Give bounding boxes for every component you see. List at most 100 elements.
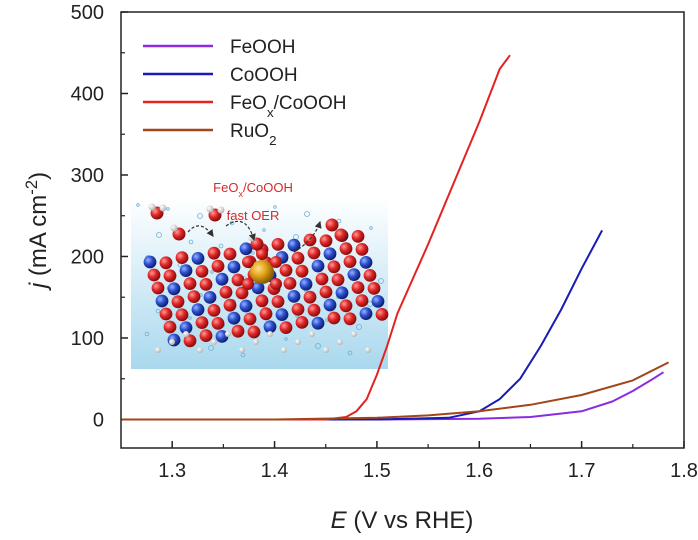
surface-atom [287,290,301,303]
molecule-hydrogen [148,203,156,211]
iron-site-atom [250,260,274,284]
x-tick-label: 1.7 [568,460,596,482]
surface-atom [343,255,357,268]
legend-label: CoOOH [230,65,298,86]
surface-atom [239,299,253,313]
molecule-oxygen [334,228,348,242]
surface-atom [351,281,365,294]
surface-atom [283,277,297,290]
surface-atom [287,238,301,252]
surface-atom [251,281,265,295]
x-axis-title: E (V vs RHE) [331,507,474,534]
surface-atom [175,251,189,264]
molecule-hydrogen [248,234,256,242]
text-part: FeO [213,180,238,195]
series-line-1 [121,229,603,421]
surface-atom [159,307,173,321]
surface-atom [191,252,205,265]
surface-atom [279,264,293,277]
plot-area-frame [120,11,685,449]
y-axis-unit-exponent: -2 [22,180,41,195]
x-tick-label: 1.5 [363,460,391,482]
surface-atom [319,234,333,248]
inset-arrow-middle [225,220,256,242]
surface-atom [255,294,269,308]
text-part: FeOOH [230,37,295,58]
surface-atom [247,325,261,339]
water-bubble [155,308,161,314]
surface-atom [375,308,389,321]
surface-atom [187,290,201,303]
surface-atom [331,273,345,287]
surface-atom [215,272,229,286]
surface-atom [355,243,369,256]
surface-atom [323,298,337,312]
surface-atom [335,286,349,300]
surface-atom [211,259,225,273]
water-bubble [208,345,214,351]
surface-atom [347,268,361,281]
surface-atom [231,324,245,338]
surface-atom [271,238,285,251]
surface-atom [151,281,165,295]
surface-atom [307,246,321,260]
surface-atom [371,295,385,308]
surface-atom [339,299,353,313]
molecule-hydrogen [170,224,178,232]
surface-atom [307,303,321,317]
y-axis-title: j (mA cm-2) [22,172,53,291]
subscript: 2 [269,133,276,148]
surface-atom [315,272,329,286]
surface-atom [363,269,377,282]
hydrogen-atom [253,339,259,345]
surface-atom [219,285,233,299]
surface-atom [195,265,209,278]
surface-atom [179,264,193,277]
surface-atom [259,307,273,321]
surface-atom [359,307,373,320]
surface-atom [303,233,317,247]
surface-atom [355,294,369,307]
surface-atom [183,277,197,290]
surface-atom [311,316,325,330]
molecule-oxygen [325,218,339,232]
inset-reaction-arrows [187,220,322,253]
water-bubble [136,203,140,207]
hydrogen-atom [267,331,273,337]
surface-atom [207,304,221,317]
surface-atom [195,316,209,329]
surface-atom [239,242,253,256]
surface-atom [327,311,341,325]
text-part: /CoOOH [274,93,347,114]
surface-atom [295,316,309,329]
hydrogen-atom [337,339,343,345]
y-axis-text: (mA cm [25,195,52,283]
y-tick-label: 0 [93,409,104,431]
oxygen-atom [270,256,282,268]
text-part: FeO [230,93,267,114]
surface-atom [327,260,341,274]
surface-atom [227,311,241,325]
surface-atom [227,260,241,274]
water-bubble [284,337,288,341]
surface-atom [163,320,177,334]
surface-atom [323,247,337,261]
surface-atom [199,278,213,291]
water-bubble [229,220,235,226]
water-bubble [315,343,321,349]
water-bubble [251,251,255,255]
x-tick-label: 1.8 [670,460,698,482]
surface-atom [155,294,169,308]
water-bubble [197,213,203,219]
y-tick-label: 300 [71,165,104,187]
surface-atom [279,321,293,334]
surface-atom [203,291,217,304]
water-bubble [273,205,277,209]
water-bubble [240,352,246,358]
text-part: /CoOOH [243,180,293,195]
surface-atom [263,320,277,334]
surface-atom [319,285,333,299]
text-part: CoOOH [230,65,298,86]
